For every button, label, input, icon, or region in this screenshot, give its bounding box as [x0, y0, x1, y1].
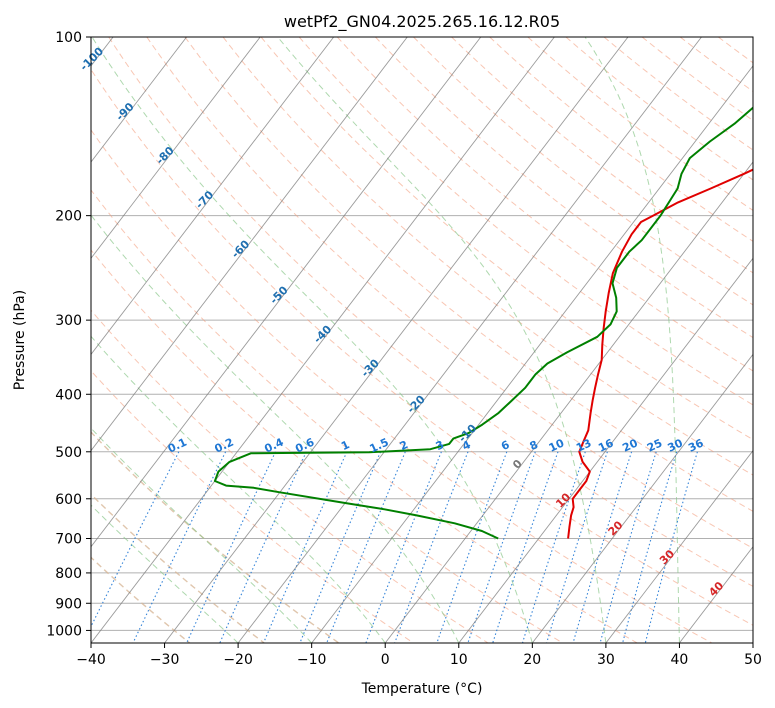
isotherms: [91, 37, 753, 643]
y-tick-label: 1000: [46, 623, 82, 639]
isotherm-line: [605, 449, 753, 643]
temperature-line: [567, 168, 753, 539]
dry-adiabat-line: [91, 249, 563, 643]
mixing-ratio-line: [299, 451, 382, 643]
mixing-ratio-line: [492, 451, 559, 643]
x-axis-title: Temperature (°C): [361, 681, 483, 697]
x-tick-label: 30: [597, 652, 615, 668]
mixing-ratio-label: 20: [620, 436, 640, 454]
isotherm-line: [237, 37, 702, 643]
y-axis-title: Pressure (hPa): [12, 290, 28, 390]
x-tick-label: −40: [76, 652, 106, 668]
mixing-ratio-label: 36: [686, 436, 706, 454]
x-tick-label: −10: [297, 652, 327, 668]
dry-adiabat-line: [91, 493, 265, 643]
y-tick-label: 300: [55, 313, 82, 329]
mixing-ratio-line: [219, 451, 307, 643]
mixing-ratio-label: 25: [645, 437, 664, 455]
moist-adiabat-line: [91, 427, 313, 643]
dry-adiabat-line: [451, 37, 753, 274]
y-tick-label: 600: [55, 492, 82, 508]
chart-title: wetPf2_GN04.2025.265.16.12.R05: [284, 12, 560, 32]
isotherm-line: [91, 37, 408, 452]
dry-adiabat-line: [489, 37, 753, 242]
profile-lines: [213, 106, 753, 540]
dry-adiabat-line: [91, 309, 489, 643]
y-tick-label: 400: [55, 387, 82, 403]
y-tick-label: 900: [55, 596, 82, 612]
mixing-ratio-label: 10: [547, 436, 567, 454]
mixing-ratio-line: [326, 451, 406, 643]
x-tick-label: 0: [381, 652, 390, 668]
dry-adiabat-line: [184, 37, 753, 512]
mixing-ratio-line: [467, 451, 536, 643]
mixing-ratio-line: [644, 451, 698, 643]
mixing-ratio-label: 13: [574, 437, 593, 455]
isotherm-line: [91, 37, 261, 260]
dry-adiabat-line: [108, 37, 753, 587]
isotherm-line: [384, 161, 753, 643]
isotherm-line: [91, 37, 187, 163]
mixing-ratio-label: 16: [596, 436, 616, 454]
dry-adiabat-line: [91, 129, 713, 643]
axes: −40 −30 −20 −10 0 10 20 30 40 50 100 200 300 400 500 60…: [46, 30, 762, 668]
isotherm-line: [458, 257, 753, 643]
mixing-ratio-label: 30: [666, 436, 686, 454]
isotherm-line: [91, 37, 482, 548]
dry-adiabat-line: [565, 37, 753, 181]
mixing-ratio-line: [572, 451, 633, 643]
isotherm-line: [531, 353, 753, 643]
mixing-ratio-line: [262, 451, 348, 643]
moist-adiabat-line: [91, 504, 239, 643]
isotherm-line: [164, 37, 629, 643]
isotherm-line: [91, 37, 335, 356]
isotherm-line: [91, 37, 555, 643]
dewpoint-line: [213, 106, 753, 540]
x-tick-label: 20: [523, 652, 541, 668]
mixing-ratio-line: [132, 451, 227, 643]
x-tick-label: −20: [223, 652, 253, 668]
moist-adiabat-line: [277, 37, 607, 643]
dry-adiabat-line: [336, 37, 753, 372]
dry-adiabat-line: [260, 37, 753, 441]
moist-adiabat-line: [91, 335, 386, 643]
x-tick-label: 40: [670, 652, 688, 668]
dry-adiabat-line: [146, 37, 753, 549]
dry-adiabat-line: [756, 37, 775, 643]
y-tick-label: 800: [55, 566, 82, 582]
x-tick-label: 50: [744, 652, 762, 668]
x-tick-label: −30: [150, 652, 180, 668]
dry-adiabat-line: [298, 37, 753, 406]
dry-adiabat-line: [91, 68, 753, 626]
y-tick-label: 700: [55, 532, 82, 548]
dry-adiabat-line: [91, 189, 638, 643]
x-tick-label: 10: [450, 652, 468, 668]
mixing-ratio-line: [521, 451, 586, 643]
mixing-ratio-line: [622, 451, 678, 643]
dry-adiabat-line: [375, 37, 753, 339]
moist-adiabats: [91, 37, 753, 643]
y-tick-label: 200: [55, 209, 82, 225]
moist-adiabat-line: [91, 37, 533, 643]
y-tick-label: 100: [55, 30, 82, 46]
mixing-ratio-line: [546, 451, 608, 643]
moist-adiabat-line: [584, 37, 680, 643]
mixing-ratio-line: [599, 451, 657, 643]
pressure-gridlines: [91, 37, 753, 631]
plot-frame: [90, 36, 754, 644]
y-tick-label: 500: [55, 445, 82, 461]
moist-adiabat-line: [752, 629, 753, 643]
isotherm-line: [311, 65, 753, 643]
isotherm-line: [752, 642, 753, 643]
mixing-ratio-lines: [91, 451, 698, 643]
plot-background: [91, 37, 753, 643]
